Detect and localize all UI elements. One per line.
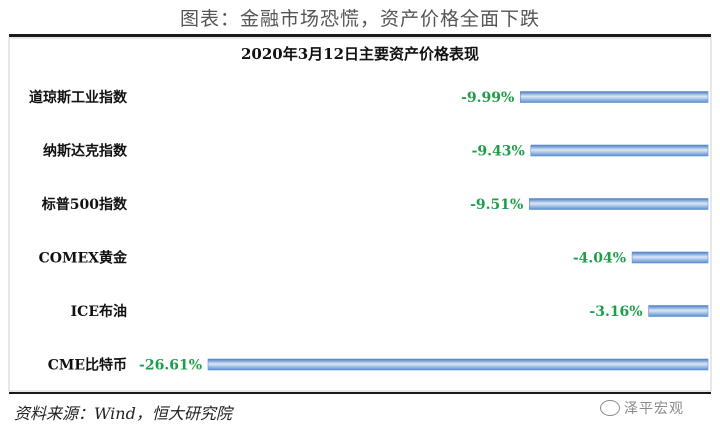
bar: [631, 251, 709, 264]
category-label: 道琼斯工业指数: [29, 89, 128, 106]
wechat-icon: [600, 400, 620, 416]
chart-title: 2020年3月12日主要资产价格表现: [241, 45, 479, 63]
category-label: 标普500指数: [41, 196, 128, 213]
bar: [648, 305, 709, 317]
category-label: COMEX黄金: [39, 250, 128, 267]
value-labels: -9.99% -9.43% -9.51% -4.04% -3.16% -26.61%: [139, 90, 643, 374]
chart-frame: [8, 37, 712, 392]
category-label: 纳斯达克指数: [43, 143, 128, 160]
watermark-text: 泽平宏观: [624, 401, 684, 417]
value-label: -26.61%: [139, 358, 202, 374]
value-label: -9.43%: [472, 144, 525, 160]
category-label: CME比特币: [48, 357, 127, 374]
bars: [207, 91, 709, 371]
bar: [207, 358, 709, 371]
top-rule: [9, 34, 711, 37]
value-label: -9.51%: [470, 197, 523, 213]
watermark: 泽平宏观: [600, 396, 715, 424]
bar: [529, 198, 709, 210]
category-label: ICE布油: [71, 303, 127, 320]
value-label: -9.99%: [461, 90, 514, 106]
bottom-rule: [9, 392, 711, 394]
bar: [519, 91, 709, 103]
bar: [530, 144, 709, 157]
source-note: 资料来源：Wind，恒大研究院: [14, 404, 232, 423]
figure-caption: 图表：金融市场恐慌，资产价格全面下跌: [179, 8, 540, 30]
value-label: -3.16%: [589, 304, 642, 320]
value-label: -4.04%: [573, 251, 626, 267]
